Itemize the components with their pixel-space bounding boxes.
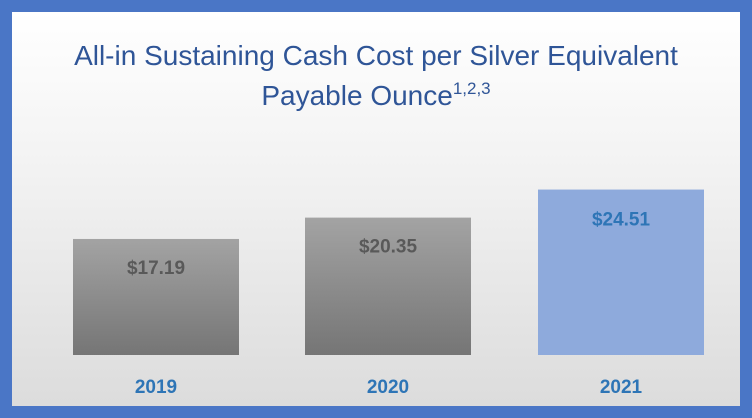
bar-shade <box>73 238 239 355</box>
x-tick-label: 2020 <box>367 377 409 398</box>
chart: $17.19 2019 $20.35 2020 $24.51 2021 <box>73 189 704 398</box>
title-text: All-in Sustaining Cash Cost per Silver E… <box>74 40 678 111</box>
value-label: $24.51 <box>592 210 651 231</box>
value-label: $17.19 <box>127 258 185 279</box>
x-tick-label: 2019 <box>135 377 177 398</box>
bar <box>538 189 704 355</box>
title-superscript: 1,2,3 <box>452 79 491 98</box>
value-label: $20.35 <box>359 237 418 258</box>
chart-title: All-in Sustaining Cash Cost per Silver E… <box>72 36 680 116</box>
x-tick-label: 2021 <box>600 377 643 398</box>
bar-shade <box>305 217 471 355</box>
